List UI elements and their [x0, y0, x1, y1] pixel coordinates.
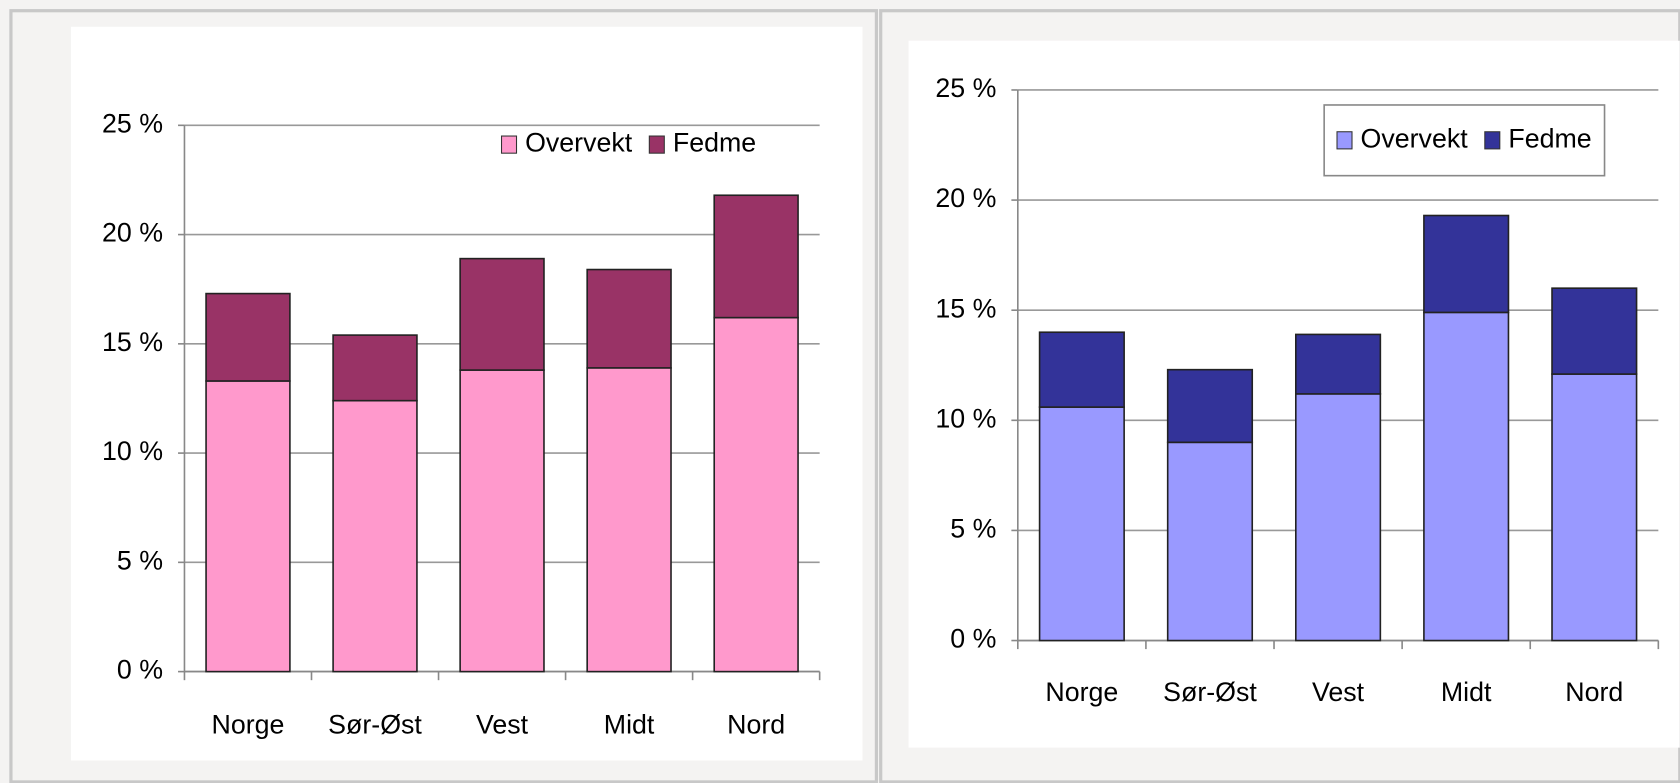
legend-label: Overvekt	[525, 128, 633, 158]
x-tick-label: Sør-Øst	[1163, 677, 1257, 707]
bar-segment	[205, 380, 291, 673]
y-tick-label: 0 %	[950, 624, 996, 654]
y-tick-label: 15 %	[935, 293, 996, 323]
y-tick-label: 15 %	[102, 327, 163, 357]
x-tick-label: Nord	[1565, 677, 1623, 707]
y-tick-label: 25 %	[935, 73, 996, 103]
bar-segment	[1423, 311, 1510, 642]
bar-segment	[332, 334, 418, 402]
y-tick-label: 20 %	[102, 218, 163, 248]
y-tick-label: 5 %	[950, 514, 996, 544]
bar-segment	[1038, 331, 1125, 408]
y-tick-label: 10 %	[935, 403, 996, 433]
bar-segment	[205, 292, 291, 382]
legend-swatch	[500, 135, 518, 154]
y-tick-label: 25 %	[102, 108, 163, 138]
bar-segment	[586, 268, 672, 369]
bar-segment	[459, 257, 545, 371]
bar-segment	[1166, 441, 1254, 642]
y-tick-label: 20 %	[935, 183, 996, 213]
x-tick-label: Nord	[727, 709, 785, 739]
bar-segment	[586, 367, 672, 673]
bar-segment	[713, 194, 799, 319]
bar-segment	[1294, 333, 1382, 395]
x-tick-label: Sør-Øst	[328, 709, 422, 739]
bar-segment	[1551, 373, 1638, 642]
x-tick-label: Norge	[212, 709, 285, 739]
y-tick-label: 5 %	[117, 545, 163, 575]
bar-segment	[1423, 214, 1510, 314]
x-tick-label: Vest	[476, 709, 529, 739]
legend-swatch	[1484, 131, 1501, 150]
legend-box	[1323, 104, 1606, 177]
legend-swatch	[648, 135, 665, 154]
bar-segment	[713, 316, 799, 673]
legend-label: Fedme	[1508, 123, 1591, 153]
bar-segment	[1038, 406, 1125, 642]
bar-segment	[332, 399, 418, 673]
bar-segment	[1551, 287, 1638, 375]
bar-segment	[459, 369, 545, 673]
bar-segment	[1294, 393, 1382, 642]
x-tick-label: Vest	[1312, 677, 1365, 707]
legend-label: Fedme	[673, 128, 756, 158]
x-tick-label: Norge	[1045, 677, 1118, 707]
x-tick-label: Midt	[604, 709, 655, 739]
y-tick-label: 10 %	[102, 436, 163, 466]
bar-segment	[1166, 368, 1254, 444]
y-tick-label: 0 %	[117, 655, 163, 685]
legend-label: Overvekt	[1361, 123, 1469, 153]
legend-swatch	[1336, 131, 1353, 150]
x-tick-label: Midt	[1441, 677, 1492, 707]
